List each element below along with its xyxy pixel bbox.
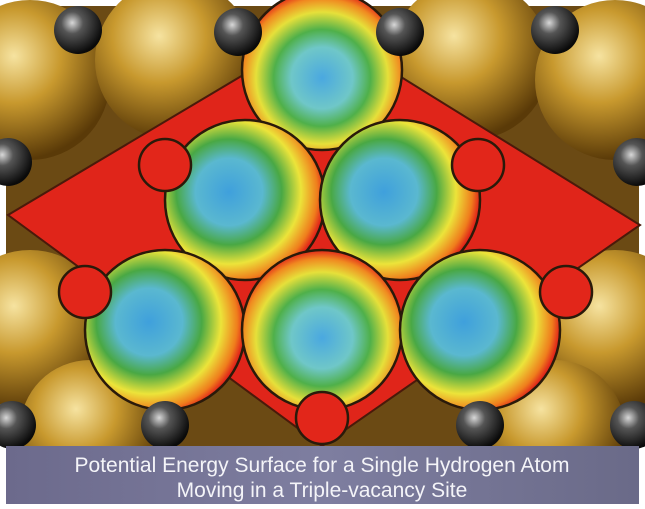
surface-atoms: [83, 0, 562, 412]
caption-band: [6, 446, 639, 504]
caption-line: Moving in a Triple-vacancy Site: [177, 479, 468, 502]
vacancy-sites: [57, 137, 594, 446]
hydrogen-atoms: [0, 6, 645, 449]
caption-line: Potential Energy Surface for a Single Hy…: [75, 454, 570, 477]
